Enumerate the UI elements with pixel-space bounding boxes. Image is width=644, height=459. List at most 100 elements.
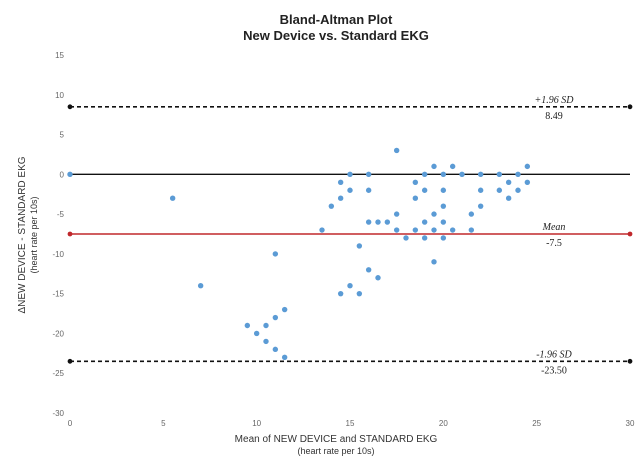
data-point	[347, 171, 353, 178]
upper-limit-value: 8.49	[545, 111, 563, 122]
data-point	[272, 346, 279, 353]
data-point	[347, 187, 353, 193]
mean-endpoint-marker	[627, 231, 633, 237]
data-point	[496, 171, 503, 178]
data-point	[375, 219, 381, 225]
lower-limit-endpoint-marker	[627, 358, 633, 364]
x-tick-label: 0	[68, 419, 73, 428]
x-tick-label: 5	[161, 419, 166, 428]
data-point	[515, 171, 521, 178]
y-tick-label: -15	[52, 290, 64, 299]
data-point	[440, 219, 447, 225]
upper-limit-label: +1.96 SD	[535, 95, 575, 106]
data-point	[477, 203, 484, 209]
y-tick-label: 10	[55, 91, 64, 100]
data-point	[477, 187, 484, 193]
data-point	[524, 163, 531, 170]
data-point	[169, 195, 176, 201]
data-point	[449, 163, 456, 170]
y-tick-label: -25	[52, 369, 64, 378]
mean-endpoint-marker	[67, 231, 73, 237]
y-tick-label: 5	[60, 131, 65, 140]
lower-limit-label: -1.96 SD	[536, 349, 572, 360]
x-tick-label: 30	[626, 419, 635, 428]
tick-labels: 15 10 5 0 -5 -10 -15 -20 -25 -30 0 5 10 15 20 25 30	[52, 51, 635, 428]
data-point	[421, 235, 428, 241]
data-point	[281, 306, 288, 313]
data-point	[440, 203, 447, 209]
y-tick-label: -5	[57, 210, 65, 219]
y-tick-label: 0	[60, 170, 65, 179]
data-point	[356, 243, 363, 249]
y-axis-title-group: ΔNEW DEVICE - STANDARD EKG (heart rate p…	[17, 156, 39, 313]
data-point	[393, 211, 400, 217]
data-point	[375, 275, 381, 281]
data-point	[421, 171, 428, 178]
data-point	[365, 171, 372, 178]
y-tick-label: 15	[55, 51, 64, 60]
data-point	[356, 290, 363, 297]
data-point	[440, 235, 447, 241]
data-point	[468, 211, 475, 217]
x-tick-label: 20	[439, 419, 448, 428]
x-axis-subtitle: (heart rate per 10s)	[297, 446, 374, 456]
data-point	[393, 227, 400, 233]
data-point	[281, 354, 288, 361]
data-point	[449, 227, 456, 233]
data-point	[440, 187, 447, 193]
data-point	[431, 163, 437, 170]
data-point	[412, 227, 419, 233]
data-point	[393, 147, 400, 154]
upper-limit-endpoint-marker	[627, 104, 633, 110]
data-point	[197, 283, 204, 289]
x-tick-label: 25	[532, 419, 541, 428]
data-points	[67, 147, 531, 361]
data-point	[524, 179, 531, 185]
data-point	[431, 227, 437, 233]
data-point	[365, 187, 372, 193]
lower-limit-endpoint-marker	[67, 358, 73, 364]
data-point	[421, 187, 428, 193]
mean-label: Mean	[542, 222, 566, 233]
y-axis-title: ΔNEW DEVICE - STANDARD EKG	[17, 156, 28, 313]
data-point	[337, 195, 344, 201]
chart-title: Bland-Altman Plot	[280, 12, 393, 27]
reference-line-annotations: +1.96 SD 8.49 Mean -7.5 -1.96 SD -23.50	[535, 95, 575, 376]
y-tick-label: -20	[52, 329, 64, 338]
data-point	[244, 322, 251, 329]
x-tick-label: 15	[346, 419, 355, 428]
y-tick-label: -10	[52, 250, 64, 259]
upper-limit-endpoint-marker	[67, 104, 73, 110]
data-point	[337, 290, 344, 297]
data-point	[263, 322, 269, 329]
data-point	[505, 179, 512, 185]
x-axis-title: Mean of NEW DEVICE and STANDARD EKG	[235, 434, 438, 445]
data-point	[384, 219, 391, 225]
x-tick-label: 10	[252, 419, 261, 428]
data-point	[319, 227, 325, 233]
chart-subtitle: New Device vs. Standard EKG	[243, 28, 429, 43]
data-point	[431, 259, 437, 265]
data-point	[412, 195, 419, 201]
data-point	[477, 171, 484, 178]
data-point	[347, 283, 353, 289]
data-point	[431, 211, 437, 217]
mean-value: -7.5	[546, 238, 562, 249]
data-point	[253, 330, 260, 337]
lower-limit-value: -23.50	[541, 365, 567, 376]
data-point	[365, 267, 372, 273]
reference-lines	[67, 104, 633, 364]
data-point	[468, 227, 475, 233]
data-point	[496, 187, 503, 193]
y-tick-label: -30	[52, 409, 64, 418]
data-point	[365, 219, 372, 225]
data-point	[421, 219, 428, 225]
data-point	[337, 179, 344, 185]
data-point	[263, 338, 269, 345]
data-point	[459, 171, 465, 178]
data-point	[515, 187, 521, 193]
data-point	[328, 203, 335, 209]
data-point	[272, 314, 279, 321]
data-point	[403, 235, 409, 241]
